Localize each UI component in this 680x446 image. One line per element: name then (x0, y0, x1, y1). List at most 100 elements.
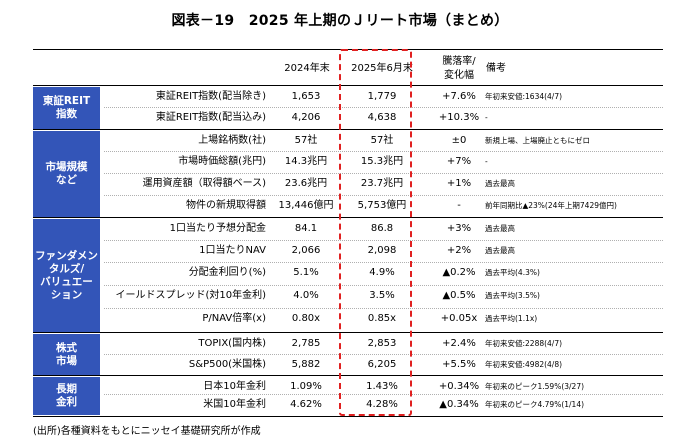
note-text: 新規上場、上場廃止ともにゼロ (485, 136, 590, 145)
change-value: +10.3% (438, 112, 480, 123)
header-change-line1: 騰落率/ (442, 56, 476, 67)
row-separator (104, 240, 663, 241)
row-separator (104, 173, 663, 174)
table-row: 1口当たり予想分配金 84.1 86.8 +3% 過去最高 (104, 218, 663, 239)
group-rule (33, 217, 663, 218)
note-text: 過去最高 (485, 224, 515, 233)
header-2025: 2025年6月末 (351, 63, 413, 74)
value-2025: 5,753億円 (357, 200, 407, 211)
value-2024: 84.1 (294, 223, 318, 234)
row-separator (104, 285, 663, 286)
value-2025: 2,853 (367, 338, 397, 349)
value-2024: 14.3兆円 (284, 156, 328, 167)
change-value: +0.05x (440, 313, 478, 324)
table-row: 市場時価総額(兆円) 14.3兆円 15.3兆円 +7% - (104, 151, 663, 172)
row-label: 上場銘柄数(社) (198, 135, 266, 146)
value-2025: 6,205 (367, 359, 397, 370)
table-row: 東証REIT指数(配当込み) 4,206 4,638 +10.3% - (104, 107, 663, 128)
row-label: 運用資産額（取得額ベース) (142, 178, 266, 189)
category-market-size: 市場規模 など (33, 131, 100, 217)
value-2024: 57社 (294, 135, 318, 146)
value-2025: 0.85x (367, 313, 397, 324)
category-fundamentals: ファンダメン タルズ/ バリュエー ション (33, 219, 100, 332)
value-2024: 4.0% (293, 290, 319, 301)
value-2025: 57社 (370, 135, 394, 146)
group-rule (33, 416, 663, 417)
source-note: (出所)各種資料をもとにニッセイ基礎研究所が作成 (33, 426, 261, 437)
row-label: イールドスプレッド(対10年金利) (115, 290, 266, 301)
change-value: +3% (446, 223, 472, 234)
change-value: +7% (446, 156, 472, 167)
value-2024: 5,882 (291, 359, 321, 370)
value-2024: 5.1% (293, 267, 319, 278)
table-row: 日本10年金利 1.09% 1.43% +0.34% 年初来のピーク1.59%(3/27… (104, 376, 663, 397)
row-label: 日本10年金利 (203, 381, 266, 392)
row-label: 東証REIT指数(配当込み) (155, 112, 266, 123)
page-title: 図表－19 2025 年上期のＪリート市場（まとめ） (171, 13, 509, 29)
category-long-rate: 長期 金利 (33, 377, 100, 415)
row-separator (104, 195, 663, 196)
highlight-2025-column (339, 49, 412, 416)
change-value: ±0 (451, 135, 467, 146)
value-2024: 2,066 (291, 245, 321, 256)
value-2025: 3.5% (369, 290, 395, 301)
note-text: 過去平均(4.3%) (485, 268, 540, 277)
row-label: TOPIX(国内株) (198, 338, 266, 349)
value-2024: 23.6兆円 (284, 178, 328, 189)
row-label: 東証REIT指数(配当除き) (155, 91, 266, 102)
value-2025: 15.3兆円 (360, 156, 404, 167)
value-2024: 0.80x (291, 313, 321, 324)
value-2025: 23.7兆円 (360, 178, 404, 189)
change-value: +2.4% (442, 338, 476, 349)
header-rule (33, 85, 663, 86)
row-label: P/NAV倍率(x) (202, 313, 266, 324)
table-row: 1口当たりNAV 2,066 2,098 +2% 過去最高 (104, 240, 663, 261)
row-label: 1口当たり予想分配金 (169, 223, 266, 234)
table-row: S&P500(米国株) 5,882 6,205 +5.5% 年初来安値:4982(4/8… (104, 354, 663, 375)
value-2024: 13,446億円 (278, 200, 334, 211)
value-2025: 4,638 (367, 112, 397, 123)
table-row: 運用資産額（取得額ベース) 23.6兆円 23.7兆円 +1% 過去最高 (104, 173, 663, 194)
value-2025: 4.28% (366, 399, 398, 410)
row-separator (104, 394, 663, 395)
value-2024: 1,653 (291, 91, 321, 102)
note-text: 過去平均(3.5%) (485, 291, 540, 300)
value-2025: 1.43% (366, 381, 398, 392)
note-text: 過去最高 (485, 179, 515, 188)
row-label: 分配金利回り(%) (188, 267, 266, 278)
table-row: 米国10年金利 4.62% 4.28% ▲0.34% 年初来のピーク4.79%(1/14… (104, 394, 663, 415)
row-label: 物件の新規取得額 (186, 200, 266, 211)
note-text: 年初来のピーク1.59%(3/27) (485, 382, 585, 391)
category-label: ファンダメン タルズ/ バリュエー ション (35, 249, 98, 301)
table-row: 物件の新規取得額 13,446億円 5,753億円 - 前年同期比▲23%(24年上期7… (104, 195, 663, 216)
note-text: 過去平均(1.1x) (485, 314, 538, 323)
table-row: 東証REIT指数(配当除き) 1,653 1,779 +7.6% 年初来安値:1634(… (104, 86, 663, 107)
table-row: TOPIX(国内株) 2,785 2,853 +2.4% 年初来安値:2288(4/7) (104, 333, 663, 354)
category-label: 長期 金利 (56, 383, 77, 408)
category-stock-market: 株式 市場 (33, 334, 100, 375)
change-value: +7.6% (442, 91, 476, 102)
note-text: 年初来安値:1634(4/7) (485, 92, 563, 101)
category-label: 株式 市場 (56, 341, 77, 367)
row-label: 1口当たりNAV (199, 245, 266, 256)
note-text: 前年同期比▲23%(24年上期7429億円) (485, 201, 617, 210)
row-separator (104, 262, 663, 263)
table-row: P/NAV倍率(x) 0.80x 0.85x +0.05x 過去平均(1.1x) (104, 308, 663, 329)
note-text: 年初来安値:2288(4/7) (485, 339, 563, 348)
change-value: ▲0.2% (442, 267, 476, 278)
group-rule (33, 129, 663, 130)
group-rule (33, 375, 663, 376)
value-2024: 4.62% (290, 399, 322, 410)
change-value: +5.5% (442, 359, 476, 370)
value-2025: 4.9% (369, 267, 395, 278)
group-rule (33, 332, 663, 333)
change-value: +2% (446, 245, 472, 256)
header-note: 備考 (486, 63, 506, 74)
value-2025: 86.8 (370, 223, 394, 234)
table-row: 上場銘柄数(社) 57社 57社 ±0 新規上場、上場廃止ともにゼロ (104, 130, 663, 151)
change-value: - (457, 200, 461, 211)
change-value: +1% (446, 178, 472, 189)
row-label: 市場時価総額(兆円) (178, 156, 266, 167)
category-label: 市場規模 など (45, 161, 88, 186)
row-separator (104, 308, 663, 309)
